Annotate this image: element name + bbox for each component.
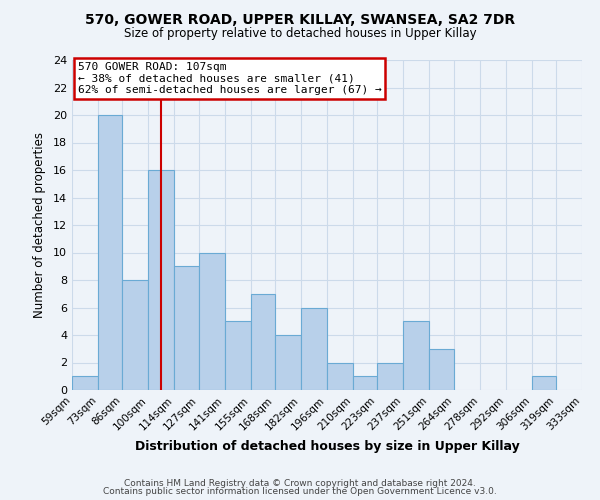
Bar xyxy=(301,308,327,390)
Text: 570 GOWER ROAD: 107sqm
← 38% of detached houses are smaller (41)
62% of semi-det: 570 GOWER ROAD: 107sqm ← 38% of detached… xyxy=(77,62,382,96)
Text: 570, GOWER ROAD, UPPER KILLAY, SWANSEA, SA2 7DR: 570, GOWER ROAD, UPPER KILLAY, SWANSEA, … xyxy=(85,12,515,26)
Bar xyxy=(148,170,175,390)
Bar xyxy=(122,280,148,390)
Bar xyxy=(199,252,224,390)
Bar xyxy=(377,362,403,390)
Bar xyxy=(403,322,430,390)
Text: Contains public sector information licensed under the Open Government Licence v3: Contains public sector information licen… xyxy=(103,487,497,496)
Bar xyxy=(275,335,301,390)
Text: Size of property relative to detached houses in Upper Killay: Size of property relative to detached ho… xyxy=(124,28,476,40)
Bar xyxy=(224,322,251,390)
Bar xyxy=(430,349,454,390)
Y-axis label: Number of detached properties: Number of detached properties xyxy=(33,132,46,318)
Bar xyxy=(532,376,556,390)
Bar xyxy=(251,294,275,390)
Bar xyxy=(353,376,377,390)
Bar xyxy=(72,376,98,390)
Text: Contains HM Land Registry data © Crown copyright and database right 2024.: Contains HM Land Registry data © Crown c… xyxy=(124,478,476,488)
Bar xyxy=(98,115,122,390)
Bar xyxy=(327,362,353,390)
X-axis label: Distribution of detached houses by size in Upper Killay: Distribution of detached houses by size … xyxy=(134,440,520,453)
Bar xyxy=(175,266,199,390)
